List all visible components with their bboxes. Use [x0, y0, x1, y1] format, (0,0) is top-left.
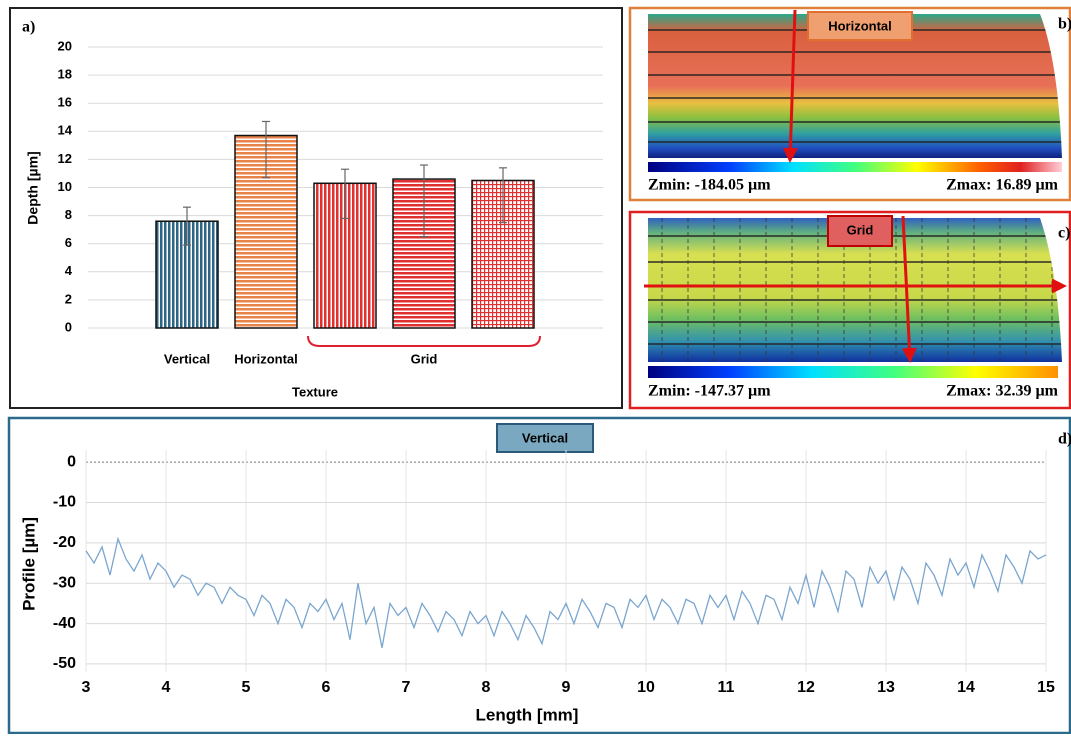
zmax: Zmax: 16.89 µm — [946, 177, 1059, 194]
panel-label: d) — [1058, 431, 1071, 448]
colorbar — [648, 366, 1058, 378]
colorbar — [648, 162, 1062, 172]
x-tick-label: Horizontal — [234, 351, 298, 366]
y-tick-label: -20 — [53, 534, 76, 551]
error-bar — [341, 168, 349, 220]
x-tick-label: 6 — [322, 679, 331, 696]
y-tick-label: 10 — [58, 179, 72, 194]
x-axis-label: Length [mm] — [476, 705, 579, 724]
tag-box — [807, 11, 913, 41]
panel-label: b) — [1058, 16, 1071, 33]
x-tick-label: 13 — [877, 679, 895, 696]
arrow — [901, 215, 917, 363]
y-tick-label: -50 — [53, 655, 76, 672]
x-axis-label: Texture — [292, 384, 338, 399]
y-tick-label: 14 — [58, 123, 73, 138]
x-tick-label: 3 — [82, 679, 91, 696]
profile-line — [85, 536, 1047, 648]
y-tick-label: 4 — [65, 263, 73, 278]
x-tick-label: 9 — [562, 679, 571, 696]
arrow — [782, 9, 798, 163]
y-tick-label: -40 — [53, 615, 76, 632]
zmax: Zmax: 32.39 µm — [946, 383, 1059, 400]
panel-label: a) — [22, 19, 35, 36]
panel-c-frame — [628, 210, 1071, 410]
y-tick-label: 16 — [58, 95, 72, 110]
x-tick-label: 12 — [797, 679, 815, 696]
x-tick-label: 8 — [482, 679, 491, 696]
error-bar — [183, 206, 191, 246]
x-tick-label: 5 — [242, 679, 251, 696]
x-tick-label: 10 — [637, 679, 655, 696]
y-tick-label: 8 — [65, 207, 72, 222]
panel-d-frame — [7, 416, 1071, 735]
group-label: Grid — [411, 351, 438, 366]
y-tick-label: 6 — [65, 235, 72, 250]
x-tick-label: 11 — [718, 679, 735, 696]
y-tick-label: 0 — [65, 319, 72, 334]
y-tick-label: 0 — [67, 453, 76, 470]
error-bar — [262, 120, 270, 179]
tag: Vertical — [522, 430, 568, 445]
panel-a-frame — [9, 7, 623, 409]
y-tick-label: 12 — [58, 151, 72, 166]
surface-map-c — [648, 218, 1062, 362]
y-axis-label: Depth [µm] — [25, 151, 41, 224]
tag: Grid — [847, 222, 874, 237]
x-tick-label: 14 — [957, 679, 975, 696]
zmin: Zmin: -147.37 µm — [648, 383, 771, 400]
y-tick-label: -10 — [53, 494, 76, 511]
x-tick-label: 15 — [1037, 679, 1055, 696]
tag: Horizontal — [828, 18, 892, 33]
error-bar — [499, 167, 507, 224]
tag-box — [827, 215, 893, 247]
group-bracket — [307, 335, 541, 347]
y-axis-label: Profile [µm] — [19, 517, 38, 611]
y-tick-label: 18 — [58, 67, 72, 82]
x-tick-label: 4 — [162, 679, 171, 696]
tag-box — [496, 423, 594, 453]
panel-label: c) — [1058, 225, 1070, 242]
y-tick-label: 2 — [65, 291, 72, 306]
x-tick-label: Vertical — [164, 351, 210, 366]
y-tick-label: 20 — [58, 38, 72, 53]
panel-b-frame — [628, 6, 1071, 202]
y-tick-label: -30 — [53, 574, 76, 591]
error-bar — [420, 164, 428, 238]
zmin: Zmin: -184.05 µm — [648, 177, 771, 194]
x-tick-label: 7 — [402, 679, 411, 696]
